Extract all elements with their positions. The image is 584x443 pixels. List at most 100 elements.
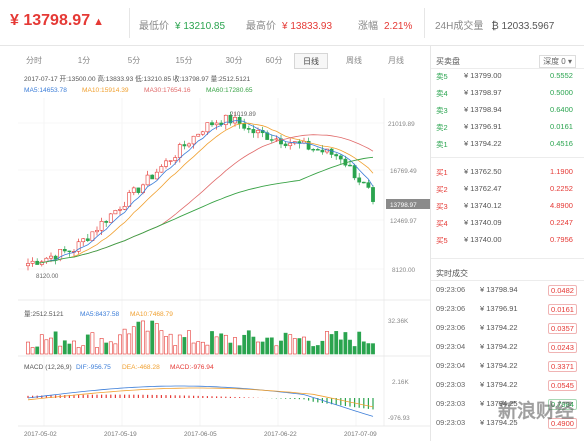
ask-price: ¥ 13799.00 [464,71,502,80]
ma5-legend: MA5:14653.78 [24,87,67,94]
trade-time: 09:23:06 [436,323,466,332]
candle-body [62,248,67,252]
volume-bar [233,337,237,355]
volume-bar [159,330,164,355]
trade-row: 09:23:03 ¥ 13794.22 0.0545 [436,377,581,394]
volume-bar [283,332,288,355]
volume-bar [85,334,90,355]
bid-amount: 1.1900 [550,167,573,176]
candle-body [306,140,311,150]
candle-body [81,238,86,243]
tab-5min[interactable]: 5分 [127,56,141,65]
bid-row-4[interactable]: 买4 ¥ 13740.09 0.2247 [436,215,581,231]
volume-bar [269,337,274,355]
orderbook-title: 买卖盘 [436,57,460,66]
bid-row-3[interactable]: 买3 ¥ 13740.12 4.8900 [436,198,581,214]
volume-bar [352,346,357,355]
candle-body [150,174,155,180]
volume-bar [361,341,366,355]
tab-1min[interactable]: 1分 [77,56,91,65]
trade-row: 09:23:03 ¥ 13794.25 0.7984 [436,396,581,413]
candle-body [315,149,320,151]
candle-body [210,122,214,126]
ask-amount: 0.0161 [550,122,573,131]
depth-select[interactable]: 深度 0 ▾ [539,55,576,68]
candle-body [256,130,260,134]
candle-body [95,229,99,233]
candle-body [76,241,81,252]
volume-bar [145,330,150,355]
change-value: 2.21% [384,21,413,32]
ma60-line [37,156,374,264]
volume-legend: 量:2512.5121 [24,310,64,318]
ask-amount: 0.6400 [550,105,573,114]
trade-price: ¥ 13798.94 [480,285,518,294]
candle-body [200,131,205,135]
ask-row-2[interactable]: 卖2 ¥ 13796.91 0.0161 [436,119,581,135]
volume-bar [136,321,141,355]
ask-row-1[interactable]: 卖1 ¥ 13794.22 0.4516 [436,136,581,152]
volume-bar [113,343,118,355]
ask-label: 卖1 [436,140,448,149]
market-side-panel: 买卖盘 深度 0 ▾ 卖5 ¥ 13799.00 0.5552 卖4 ¥ 13798.… [430,46,584,441]
ask-label: 卖2 [436,123,448,132]
volume-bar [256,341,260,355]
timeframe-tabs: 分时 1分 5分 15分 30分 60分 日线 周线 月线 [18,53,428,71]
trade-row: 09:23:06 ¥ 13794.22 0.0357 [436,320,581,337]
candle-body [348,164,352,167]
volume-bar [334,331,339,355]
volume-24h-value: ₿ 12033.5967 [491,21,555,32]
candle-body [357,177,362,183]
volume-bar [67,343,72,355]
candle-body [173,157,178,161]
volume-bar [26,341,30,355]
volume-bar [173,345,178,355]
volume-bar [219,333,224,355]
ask-price: ¥ 13798.94 [464,105,502,114]
volume-bar [343,332,348,355]
tab-30min[interactable]: 30分 [225,56,243,65]
bid-row-1[interactable]: 买1 ¥ 13762.50 1.1900 [436,164,581,180]
candle-body [214,122,219,126]
ask-row-5[interactable]: 卖5 ¥ 13799.00 0.5552 [436,68,581,84]
ask-row-4[interactable]: 卖4 ¥ 13798.97 0.5000 [436,85,581,101]
volume-bar [242,334,247,355]
volume-axis-label: 32.36K [388,318,409,325]
candle-body [228,114,233,124]
kline-chart-svg: 2017-07-17 开:13500.00 高:13833.93 低:13210… [18,72,432,441]
tab-timeshare[interactable]: 分时 [26,56,42,65]
candle-body [85,238,90,241]
trade-row: 09:23:03 ¥ 13794.25 0.4900 [436,415,581,432]
volume-bar [246,330,251,355]
trade-time: 09:23:03 [436,380,466,389]
low-price-stat: 最低价 ¥ 13210.85 [139,17,225,32]
price-value: 13798.97 [23,12,91,29]
kline-chart[interactable]: 2017-07-17 开:13500.00 高:13833.93 低:13210… [18,72,432,441]
candle-body [145,174,150,186]
divider [424,8,425,38]
volume-bar [30,347,35,355]
candle-body [283,143,288,147]
bid-row-2[interactable]: 买2 ¥ 13762.47 0.2252 [436,181,581,197]
trade-price: ¥ 13794.22 [480,380,518,389]
bid-row-5[interactable]: 买5 ¥ 13740.00 0.7956 [436,232,581,248]
ask-row-3[interactable]: 卖3 ¥ 13798.94 0.6400 [436,102,581,118]
candle-body [127,192,132,207]
candle-body [338,155,343,160]
trade-price: ¥ 13796.91 [480,304,518,313]
tab-monthly[interactable]: 月线 [388,56,404,65]
currency-symbol: ¥ [10,12,19,29]
ask-label: 卖5 [436,72,448,81]
bid-price: ¥ 13762.50 [464,167,502,176]
trades-title: 实时成交 [436,269,468,278]
volume-bar [251,336,256,355]
bid-amount: 0.2252 [550,184,573,193]
tab-weekly[interactable]: 周线 [346,56,362,65]
candle-body [233,116,237,124]
tab-15min[interactable]: 15分 [175,56,193,65]
trade-row: 09:23:04 ¥ 13794.22 0.0243 [436,339,581,356]
date-tick: 2017-05-19 [104,431,137,438]
tab-60min[interactable]: 60分 [265,56,283,65]
volume-bar [118,334,122,355]
tab-daily[interactable]: 日线 [294,53,328,69]
